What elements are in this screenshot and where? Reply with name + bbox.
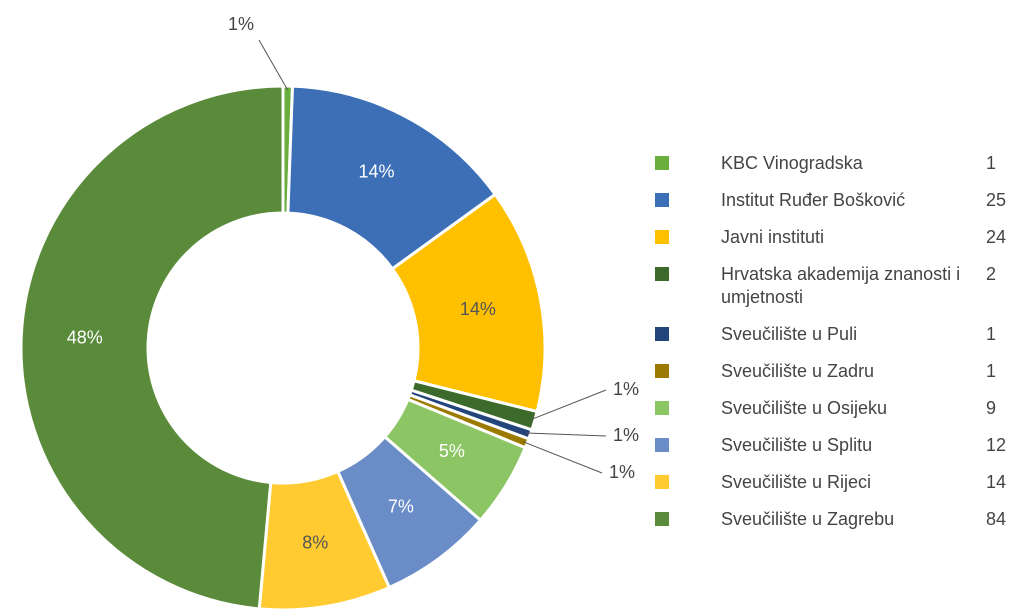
legend-swatch (655, 475, 669, 489)
data-label: 1% (613, 425, 639, 445)
legend-value: 25 (986, 190, 1007, 210)
legend-swatch (655, 327, 669, 341)
legend-swatch (655, 230, 669, 244)
legend-value: 1 (986, 361, 997, 381)
legend-label: Sveučilište u Puli (721, 324, 858, 344)
slice (286, 84, 498, 271)
donut-chart: 1% 14% 14% 1% 1% 1% 5% 7% 8% 48% (19, 14, 639, 612)
legend-label: Institut Ruđer Bošković (721, 190, 906, 210)
legend-item: Sveučilište u Osijeku 9 (655, 397, 1006, 420)
leader-line (258, 39, 289, 91)
legend-value: 1 (986, 153, 997, 173)
legend-label: Javni instituti (721, 227, 825, 247)
legend-value: 2 (986, 264, 997, 284)
legend-label: Sveučilište u Osijeku (721, 398, 888, 418)
data-label: 48% (67, 328, 103, 348)
data-label: 1% (609, 462, 635, 482)
legend-item: Sveučilište u Splitu 12 (655, 434, 1006, 457)
legend-value: 84 (986, 509, 1007, 529)
data-label: 1% (613, 379, 639, 399)
legend-item: Hrvatska akademija znanosti i umjetnosti… (655, 263, 1006, 309)
legend-value: 24 (986, 227, 1007, 247)
legend-swatch (655, 401, 669, 415)
legend-swatch (655, 156, 669, 170)
leader-line (530, 389, 607, 421)
legend: KBC Vinogradska 1 Institut Ruđer Bošković 2… (655, 152, 1006, 545)
legend-swatch (655, 438, 669, 452)
legend-value: 12 (986, 435, 1007, 455)
legend-item: Sveučilište u Puli 1 (655, 323, 1006, 346)
data-label: 14% (358, 162, 394, 182)
legend-item: Sveučilište u Zadru 1 (655, 360, 1006, 383)
legend-item: Javni instituti 24 (655, 226, 1006, 249)
legend-value: 14 (986, 472, 1007, 492)
legend-label: Hrvatska akademija znanosti i umjetnosti (721, 264, 961, 307)
leader-line (523, 441, 603, 474)
legend-item: Sveučilište u Rijeci 14 (655, 471, 1006, 494)
legend-swatch (655, 267, 669, 281)
legend-label: KBC Vinogradska (721, 153, 863, 173)
legend-value: 1 (986, 324, 997, 344)
legend-item: KBC Vinogradska 1 (655, 152, 1006, 175)
legend-label: Sveučilište u Splitu (721, 435, 873, 455)
legend-label: Sveučilište u Zagrebu (721, 509, 895, 529)
slice (19, 84, 285, 611)
legend-swatch (655, 364, 669, 378)
data-label: 14% (460, 299, 496, 319)
data-label: 8% (302, 533, 328, 553)
legend-value: 9 (986, 398, 997, 418)
legend-swatch (655, 193, 669, 207)
legend-swatch (655, 512, 669, 526)
data-label: 5% (439, 441, 465, 461)
leader-line (526, 432, 607, 437)
data-label: 1% (228, 14, 254, 34)
legend-label: Sveučilište u Zadru (721, 361, 875, 381)
data-label: 7% (388, 496, 414, 516)
legend-label: Sveučilište u Rijeci (721, 472, 872, 492)
legend-item: Institut Ruđer Bošković 25 (655, 189, 1006, 212)
legend-item: Sveučilište u Zagrebu 84 (655, 508, 1006, 531)
